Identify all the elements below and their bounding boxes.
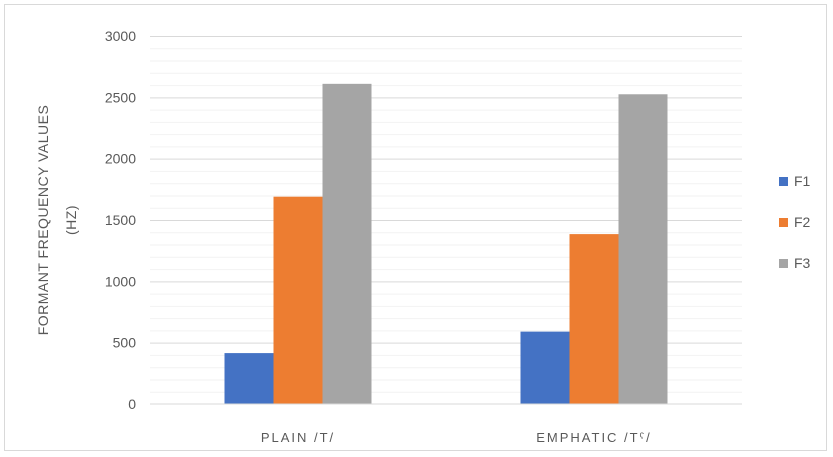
legend-label: F2 — [794, 214, 811, 230]
x-category-labels: PLAIN /T/EMPHATIC /Tˤ/ — [261, 430, 652, 445]
chart-frame — [4, 4, 827, 451]
legend-label: F3 — [794, 255, 811, 271]
bar-f1 — [224, 353, 274, 404]
y-tick-label: 1000 — [105, 273, 136, 289]
y-tick-label: 1500 — [105, 212, 136, 228]
legend-swatch — [779, 218, 788, 227]
bar-f3 — [618, 94, 668, 405]
legend-swatch — [779, 177, 788, 186]
y-tick-label: 0 — [128, 396, 136, 412]
y-axis-title-line2: (HZ) — [63, 205, 79, 235]
bar-f2 — [569, 234, 619, 404]
y-tick-labels: 0 500 1000 1500 2000 2500 3000 — [105, 28, 136, 412]
x-category-label: EMPHATIC /Tˤ/ — [536, 430, 652, 445]
x-category-label: PLAIN /T/ — [261, 430, 335, 445]
legend: F1 F2 F3 — [779, 173, 811, 271]
y-tick-label: 500 — [113, 335, 137, 351]
legend-label: F1 — [794, 173, 811, 189]
bar-f1 — [520, 331, 570, 404]
y-tick-label: 3000 — [105, 28, 136, 44]
y-axis-title-line1: FORMANT FREQUENCY VALUES — [35, 105, 51, 336]
bars — [224, 83, 668, 405]
bar-f2 — [273, 196, 323, 404]
y-tick-label: 2500 — [105, 89, 136, 105]
bar-f3 — [322, 83, 372, 404]
legend-swatch — [779, 259, 788, 268]
y-tick-label: 2000 — [105, 151, 136, 167]
